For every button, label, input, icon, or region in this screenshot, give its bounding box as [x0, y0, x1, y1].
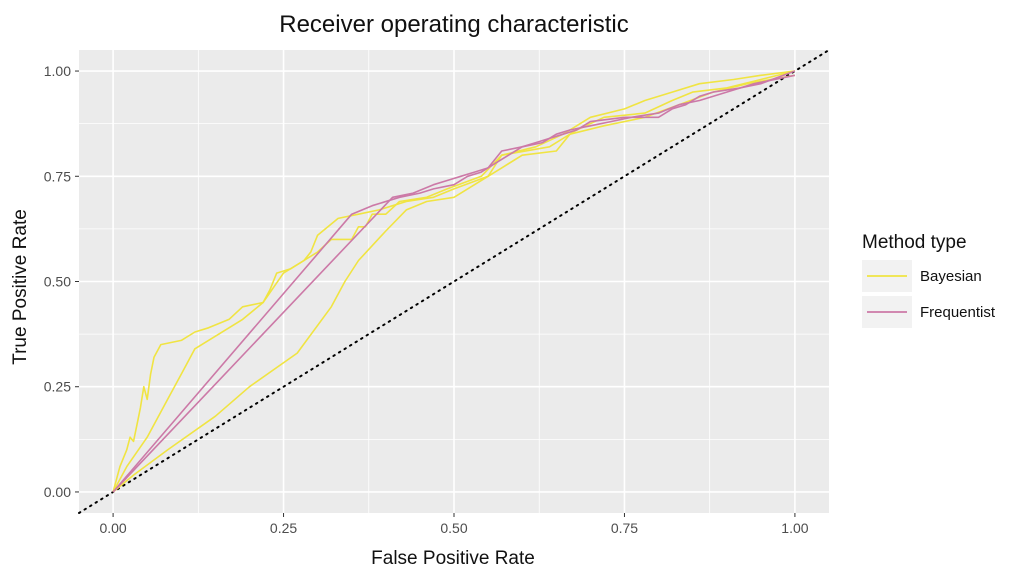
legend: Method type Bayesian Frequentist	[862, 232, 996, 328]
y-tick-label: 0.75	[44, 168, 71, 184]
y-axis-title: True Positive Rate	[10, 209, 31, 365]
y-tick-label: 0.25	[44, 379, 71, 395]
x-tick-label: 0.50	[440, 520, 467, 536]
reference-diagonal	[78, 49, 830, 514]
bayesian-roc-curve	[112, 74, 796, 493]
gridlines	[79, 50, 829, 513]
x-tick-label: 0.25	[270, 520, 297, 536]
bayesian-roc-curve	[112, 70, 796, 493]
legend-label-frequentist: Frequentist	[920, 304, 996, 321]
x-axis-title: False Positive Rate	[371, 548, 535, 569]
chance-line	[78, 49, 830, 514]
x-tick-label: 0.75	[611, 520, 638, 536]
x-tick-label: 1.00	[781, 520, 808, 536]
chart-title: Receiver operating characteristic	[279, 11, 629, 38]
frequentist-roc-curve	[112, 70, 796, 493]
x-axis-ticks: 0.00 0.25 0.50 0.75 1.00	[99, 513, 809, 536]
roc-curves	[112, 70, 796, 493]
legend-title: Method type	[862, 232, 967, 253]
y-tick-label: 0.50	[44, 274, 71, 290]
y-tick-label: 1.00	[44, 63, 71, 79]
legend-label-bayesian: Bayesian	[920, 268, 982, 285]
x-tick-label: 0.00	[99, 520, 126, 536]
y-tick-label: 0.00	[44, 484, 71, 500]
frequentist-roc-curve	[112, 74, 796, 493]
y-axis-ticks: 0.00 0.25 0.50 0.75 1.00	[44, 63, 79, 500]
